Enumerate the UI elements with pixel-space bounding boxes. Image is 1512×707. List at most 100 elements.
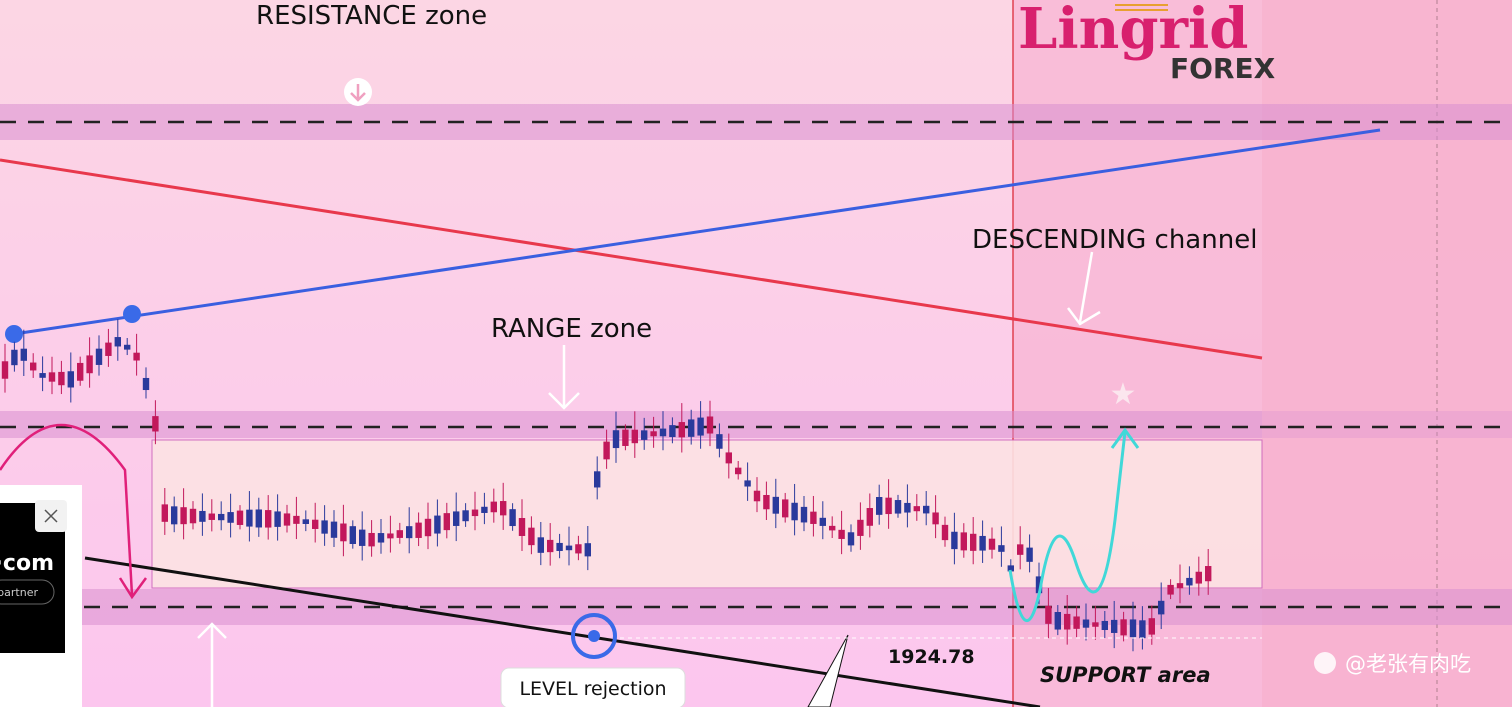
candle-body (988, 538, 996, 550)
candle-body (424, 518, 432, 537)
candle-body (537, 537, 544, 553)
candle-body (67, 371, 74, 388)
candle-body (30, 362, 37, 371)
candle-body (960, 532, 967, 551)
candle-body (340, 523, 347, 542)
resistance-label: RESISTANCE zone (256, 1, 487, 31)
rejection-label: LEVEL rejection (519, 678, 666, 700)
candle-body (265, 510, 272, 528)
candle-body (941, 524, 949, 541)
candle-body (547, 539, 554, 553)
projection-head (1110, 427, 1140, 449)
candle-body (791, 502, 798, 521)
candle-body (1129, 619, 1137, 638)
candle-body (603, 441, 610, 460)
candle-body (124, 344, 131, 350)
candle-body (274, 511, 281, 527)
candle-body (48, 372, 56, 382)
candle-body (669, 425, 676, 438)
candle-body (377, 533, 385, 543)
candle-body (490, 501, 497, 513)
candle-body (283, 513, 291, 526)
candle-body (772, 496, 779, 514)
candle-body (838, 529, 845, 539)
candle-body (1120, 619, 1127, 636)
candle-body (622, 429, 629, 446)
rejection-dot (588, 630, 600, 642)
candle-body (1007, 565, 1014, 572)
channel-bottom (84, 556, 1041, 707)
projection-path (1008, 431, 1127, 623)
candle-body (1082, 619, 1090, 628)
candle-body (1045, 605, 1052, 624)
channel-label: DESCENDING channel (972, 225, 1257, 255)
candle-body (171, 506, 178, 525)
candle-body (1195, 571, 1202, 584)
candle-body (180, 507, 187, 525)
arrows (197, 251, 1101, 707)
candle-body (255, 509, 262, 528)
pivot (123, 305, 141, 323)
ad-tagline: partner (0, 586, 38, 599)
ad-site: l·com (0, 551, 54, 576)
candle-body (1205, 566, 1212, 582)
brand: Lingrid (1018, 0, 1248, 62)
star: ★ (1110, 377, 1137, 412)
candle-body (565, 545, 573, 551)
candle-body (1176, 583, 1184, 589)
candle-body (631, 429, 638, 444)
candle-body (782, 499, 789, 518)
candle-body (509, 509, 516, 527)
candle-body (725, 452, 732, 464)
candle-body (142, 377, 150, 391)
candle-body (951, 531, 958, 550)
candle-body (218, 513, 225, 521)
logo: Lingrid FOREX (1018, 0, 1276, 85)
candle-body (387, 533, 394, 539)
candle-body (236, 510, 244, 525)
candle-body (753, 490, 761, 502)
candle-body (58, 371, 65, 386)
candle-body (594, 471, 601, 488)
candle-body (1111, 619, 1118, 633)
candle-body (20, 348, 27, 361)
support-label: SUPPORT area (1040, 663, 1211, 687)
candle-body (312, 519, 319, 529)
candle-body (970, 533, 977, 551)
candle-body (528, 527, 535, 546)
rejection-marker (571, 613, 617, 659)
candle-body (744, 480, 751, 487)
candle-body (1054, 612, 1061, 630)
ad-pill (0, 579, 55, 605)
candle-body (330, 521, 338, 538)
candle-body (904, 502, 911, 513)
candle-body (641, 430, 648, 440)
candle-body (434, 515, 441, 534)
candle-body (443, 513, 450, 531)
pivot (5, 325, 23, 343)
range-label: RANGE zone (491, 314, 652, 344)
candle-body (368, 532, 375, 547)
candle-body (800, 506, 808, 523)
candle-body (810, 511, 817, 524)
range-box (151, 439, 1263, 589)
candle-body (819, 517, 826, 526)
candle-body (293, 515, 300, 524)
candle-body (706, 416, 714, 434)
arrow-head (118, 577, 148, 600)
candle-body (415, 522, 422, 538)
trend-line (13, 128, 1381, 336)
candle-body (894, 500, 902, 514)
candle-body (453, 511, 460, 526)
candle-body (913, 506, 920, 512)
candle-body (1035, 576, 1043, 594)
candle-body (39, 373, 46, 378)
rejection-box (500, 667, 686, 707)
close-icon (44, 509, 58, 523)
ad-popup: l·com partner (0, 485, 82, 707)
candle-body (77, 362, 84, 381)
candle-body (829, 525, 836, 531)
candle-body (688, 419, 695, 437)
candle-body (1092, 622, 1099, 627)
brand-sub: FOREX (1170, 52, 1276, 85)
